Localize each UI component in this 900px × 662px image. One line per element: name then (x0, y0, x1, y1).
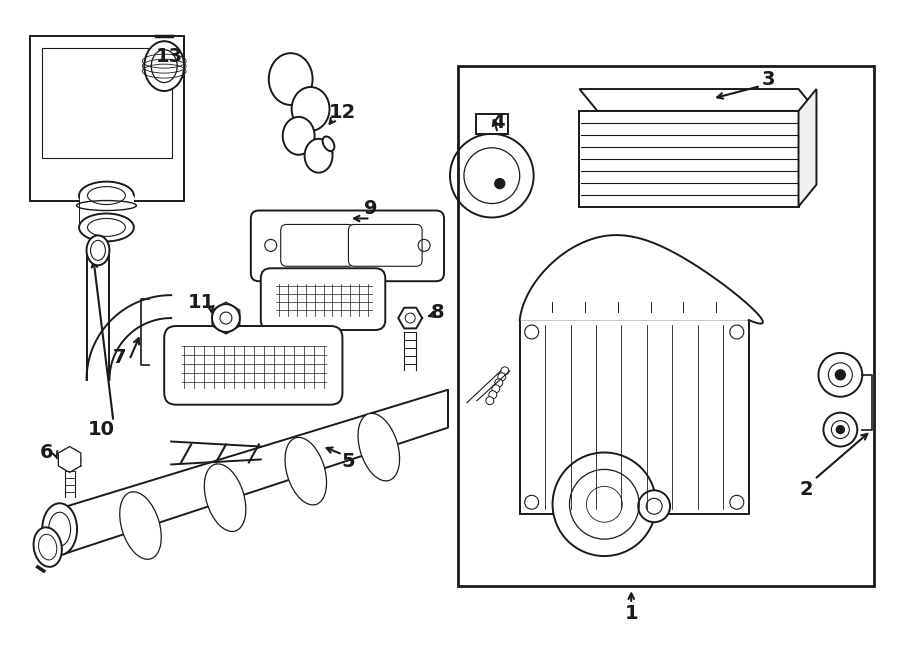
Ellipse shape (33, 528, 62, 567)
Polygon shape (86, 250, 110, 380)
Ellipse shape (120, 492, 161, 559)
Text: 8: 8 (431, 303, 445, 322)
FancyBboxPatch shape (348, 224, 422, 266)
Polygon shape (580, 111, 798, 207)
Ellipse shape (204, 464, 246, 532)
Bar (30, 36, 184, 201)
Ellipse shape (292, 87, 329, 131)
Text: 4: 4 (491, 113, 505, 132)
Polygon shape (58, 446, 81, 473)
Text: 1: 1 (625, 604, 638, 624)
Polygon shape (171, 442, 261, 465)
FancyBboxPatch shape (164, 326, 343, 404)
Circle shape (638, 491, 670, 522)
Text: 10: 10 (88, 420, 115, 439)
Text: 7: 7 (112, 348, 126, 367)
Polygon shape (64, 390, 448, 554)
Circle shape (486, 397, 494, 404)
Text: 2: 2 (800, 480, 814, 499)
Ellipse shape (304, 139, 332, 173)
Circle shape (835, 370, 845, 380)
FancyBboxPatch shape (251, 211, 444, 281)
Ellipse shape (144, 41, 184, 91)
Circle shape (824, 412, 858, 446)
Circle shape (491, 385, 500, 393)
Ellipse shape (79, 181, 134, 209)
Bar (41, 48, 172, 158)
Ellipse shape (86, 236, 110, 265)
Circle shape (818, 353, 862, 397)
Circle shape (836, 426, 844, 434)
Circle shape (498, 373, 506, 381)
Ellipse shape (58, 448, 81, 471)
Ellipse shape (283, 117, 315, 155)
Ellipse shape (42, 503, 77, 555)
Ellipse shape (358, 413, 400, 481)
Text: 11: 11 (187, 293, 215, 312)
Polygon shape (398, 308, 422, 328)
Bar (79, 195, 134, 228)
Ellipse shape (79, 214, 134, 242)
Polygon shape (798, 89, 816, 207)
Ellipse shape (212, 304, 240, 332)
Circle shape (495, 379, 503, 387)
Ellipse shape (285, 438, 327, 505)
Bar (458, 66, 874, 586)
Ellipse shape (269, 53, 312, 105)
Ellipse shape (322, 136, 335, 151)
Bar (519, 320, 749, 514)
Text: 6: 6 (40, 443, 53, 462)
Text: 13: 13 (156, 46, 183, 66)
FancyBboxPatch shape (281, 224, 355, 266)
Circle shape (489, 391, 497, 399)
Text: 3: 3 (762, 70, 776, 89)
Circle shape (553, 453, 656, 556)
Circle shape (495, 179, 505, 189)
Text: 9: 9 (364, 199, 377, 218)
Polygon shape (519, 235, 763, 324)
Polygon shape (86, 295, 171, 380)
Circle shape (500, 367, 508, 375)
Text: 5: 5 (342, 452, 356, 471)
FancyBboxPatch shape (261, 268, 385, 330)
Text: 12: 12 (328, 103, 356, 122)
Bar (476, 114, 508, 134)
